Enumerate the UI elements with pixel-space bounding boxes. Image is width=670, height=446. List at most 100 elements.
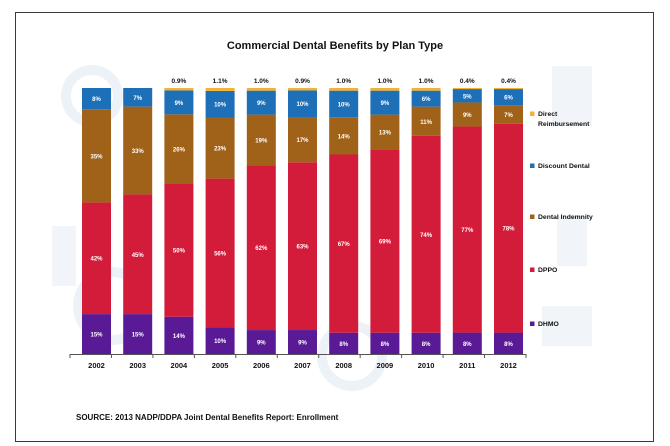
data-label-discount-dental-2007: 10% [296,102,309,108]
data-label-discount-dental-2010: 6% [422,97,431,103]
data-label-dhmo-2011: 8% [463,342,472,348]
data-label-dental-indemnity-2009: 13% [379,130,392,136]
bar-discount-dental-2006 [246,90,276,115]
data-label-dental-indemnity-2010: 11% [420,120,432,126]
bar-dppo-2002 [82,202,111,315]
data-label-direct-reimbursement-2006: 1.0% [254,78,269,85]
data-label-dppo-2012: 78% [502,227,515,233]
legend-label-direct-reimbursement: Direct Reimbursement [538,111,590,128]
bar-direct-reimbursement-2011 [452,88,482,90]
x-tick-label-2006: 2006 [253,361,270,370]
bar-dppo-2006 [246,165,276,331]
bar-dental-indemnity-2012 [494,105,523,124]
x-tick-label-2004: 2004 [171,361,189,370]
data-label-dppo-2009: 69% [379,239,392,245]
bar-dental-indemnity-2011 [452,102,482,127]
bar-direct-reimbursement-2008 [329,88,359,91]
data-label-discount-dental-2008: 10% [338,102,351,108]
data-label-dhmo-2002: 15% [90,333,103,339]
bar-discount-dental-2012 [494,89,523,106]
bar-direct-reimbursement-2007 [288,88,317,91]
x-tick-label-2012: 2012 [500,361,517,370]
data-label-dppo-2003: 45% [132,253,145,259]
bar-discount-dental-2008 [329,90,359,118]
bar-dppo-2003 [123,194,153,315]
data-label-dhmo-2006: 9% [257,341,266,347]
source-note: SOURCE: 2013 NADP/DDPA Joint Dental Bene… [76,413,339,422]
data-label-dhmo-2010: 8% [422,342,431,348]
bar-dental-indemnity-2006 [246,114,276,166]
legend-swatch-direct-reimbursement [530,111,535,116]
bar-dhmo-2011 [452,332,482,354]
data-label-dppo-2010: 74% [420,233,433,239]
bar-dhmo-2002 [82,314,111,354]
data-label-dhmo-2009: 8% [381,342,390,348]
bar-discount-dental-2011 [452,89,482,103]
data-label-discount-dental-2005: 10% [214,103,227,109]
data-label-dppo-2006: 62% [255,246,268,252]
bar-dhmo-2007 [288,330,317,354]
data-label-dhmo-2008: 8% [339,342,348,348]
bar-dhmo-2008 [329,332,359,354]
bar-dppo-2011 [452,126,482,333]
data-label-dental-indemnity-2007: 17% [296,138,309,144]
data-label-discount-dental-2003: 7% [133,96,142,102]
legend-swatch-discount-dental [530,163,535,168]
bar-discount-dental-2003 [123,88,153,107]
bar-dppo-2008 [329,154,359,333]
data-label-direct-reimbursement-2010: 1.0% [419,78,434,85]
data-label-dental-indemnity-2003: 33% [132,149,145,155]
data-label-dhmo-2007: 9% [298,341,307,347]
data-label-direct-reimbursement-2011: 0.4% [460,78,475,85]
bar-discount-dental-2005 [205,90,235,118]
bar-discount-dental-2002 [82,88,111,110]
bar-direct-reimbursement-2004 [164,88,194,91]
data-label-dental-indemnity-2012: 7% [504,113,513,119]
data-label-dppo-2004: 50% [173,249,186,255]
bar-direct-reimbursement-2005 [205,88,235,91]
legend-label-dhmo: DHMO [538,321,559,328]
data-label-discount-dental-2002: 8% [92,97,101,103]
x-tick-label-2002: 2002 [88,361,105,370]
bar-dental-indemnity-2003 [123,106,153,195]
x-tick-label-2011: 2011 [459,361,475,370]
data-label-direct-reimbursement-2004: 0.9% [171,78,186,85]
bar-dental-indemnity-2007 [288,117,317,163]
data-label-dppo-2002: 42% [90,257,103,263]
bar-dental-indemnity-2004 [164,114,194,184]
bar-dppo-2012 [494,123,523,333]
bar-dental-indemnity-2005 [205,117,235,179]
data-label-direct-reimbursement-2005: 1.1% [213,78,228,85]
data-label-dental-indemnity-2008: 14% [338,134,351,140]
x-tick-label-2007: 2007 [294,361,311,370]
data-label-dental-indemnity-2011: 9% [463,113,472,119]
bar-direct-reimbursement-2010 [411,88,441,91]
data-label-dental-indemnity-2005: 23% [214,147,227,153]
data-label-discount-dental-2012: 6% [504,96,513,102]
bar-dhmo-2006 [246,330,276,354]
legend-swatch-dental-indemnity [530,214,535,219]
bar-direct-reimbursement-2009 [370,88,400,91]
bar-dental-indemnity-2002 [82,109,111,203]
bar-dental-indemnity-2008 [329,117,359,155]
bar-dppo-2010 [411,135,441,333]
data-label-dhmo-2005: 10% [214,339,227,345]
data-label-direct-reimbursement-2008: 1.0% [336,78,351,85]
bar-direct-reimbursement-2012 [494,88,523,90]
bar-discount-dental-2009 [370,90,400,115]
bar-dppo-2009 [370,149,400,333]
data-label-dhmo-2003: 15% [132,333,145,339]
bar-dppo-2007 [288,162,317,331]
data-label-dppo-2007: 63% [296,245,309,251]
data-label-discount-dental-2004: 9% [175,101,184,107]
data-label-direct-reimbursement-2009: 1.0% [377,78,392,85]
bar-dhmo-2009 [370,332,400,354]
data-label-direct-reimbursement-2012: 0.4% [501,78,516,85]
data-label-discount-dental-2009: 9% [381,101,390,107]
bar-dppo-2004 [164,183,194,317]
x-tick-label-2005: 2005 [212,361,229,370]
x-tick-label-2009: 2009 [377,361,394,370]
legend-label-discount-dental: Discount Dental [538,163,590,170]
legend-label-dppo: DPPO [538,267,557,274]
data-label-dental-indemnity-2004: 26% [173,147,186,153]
